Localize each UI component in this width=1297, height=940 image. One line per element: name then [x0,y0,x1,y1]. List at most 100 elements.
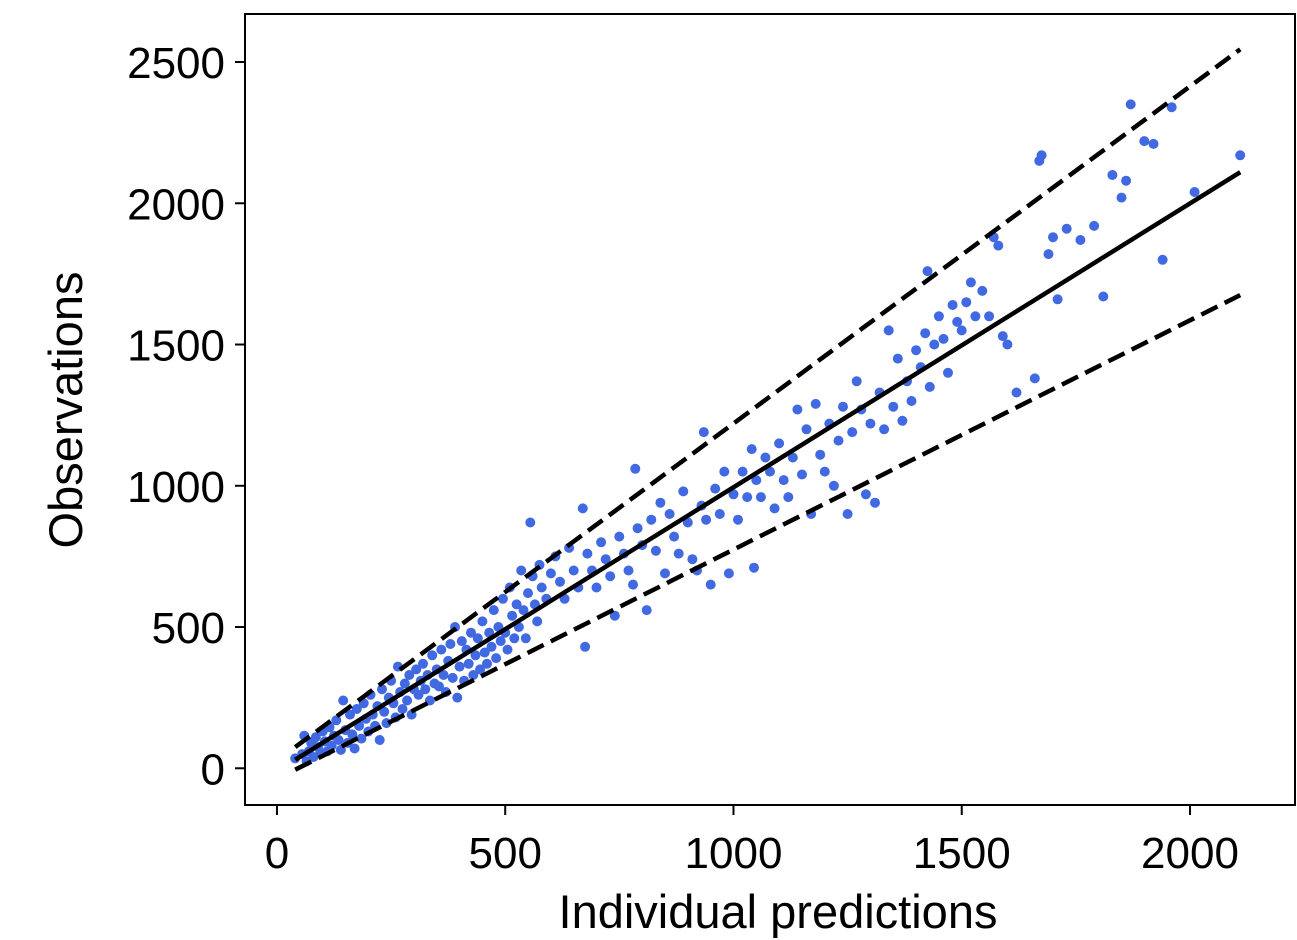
data-point-110 [555,576,565,587]
data-point-37 [379,706,390,717]
data-point-187 [888,401,899,412]
data-point-156 [749,562,759,573]
data-point-126 [623,565,634,576]
data-point-214 [1029,373,1040,384]
data-point-217 [1043,249,1054,260]
data-point-95 [511,599,522,610]
data-point-212 [1002,339,1013,350]
data-point-186 [883,325,894,336]
data-point-27 [356,733,367,744]
data-point-160 [765,466,775,477]
data-point-94 [509,633,520,644]
x-axis-label: Individual predictions [559,885,998,938]
data-point-179 [851,376,862,387]
data-point-74 [463,658,474,669]
data-point-191 [906,396,917,406]
data-point-219 [1052,294,1063,305]
data-point-100 [523,588,533,599]
data-point-206 [970,311,981,322]
data-point-178 [847,427,858,438]
data-point-228 [1139,136,1150,147]
data-point-166 [792,404,803,415]
data-point-63 [438,670,449,680]
data-point-171 [815,449,826,460]
data-point-148 [714,509,725,519]
data-point-135 [660,568,670,579]
y-tick-label-500: 500 [152,604,225,653]
data-point-138 [673,548,684,559]
data-point-62 [436,644,447,655]
data-point-196 [924,381,935,392]
data-point-54 [418,658,428,669]
data-point-134 [655,497,666,508]
data-point-137 [669,531,680,542]
data-point-14 [326,740,337,751]
data-point-183 [870,497,880,508]
data-point-82 [482,658,492,669]
data-point-211 [997,331,1008,342]
data-point-197 [929,339,940,350]
y-axis-label: Observations [39,272,92,549]
data-point-168 [801,424,812,435]
data-point-127 [628,579,638,590]
data-point-71 [456,636,467,647]
data-point-201 [947,300,958,310]
x-tick-label-1000: 1000 [685,829,783,878]
data-point-52 [413,689,424,700]
data-point-70 [454,661,465,672]
data-point-86 [491,653,502,664]
dashed-line-1 [293,47,1242,749]
data-point-218 [1048,232,1058,243]
data-point-35 [374,735,385,745]
data-point-157 [751,475,762,486]
data-point-145 [701,514,712,525]
data-point-167 [797,469,807,480]
plot-frame [244,13,1296,806]
data-point-132 [646,514,657,525]
data-point-170 [810,398,821,409]
data-point-97 [516,565,527,576]
data-point-144 [698,427,709,438]
data-point-69 [452,692,463,703]
data-point-226 [1121,175,1132,186]
data-point-147 [710,483,721,494]
data-point-122 [605,571,616,582]
data-point-233 [1235,150,1246,161]
data-point-221 [1075,235,1086,245]
data-point-61 [434,681,444,692]
data-point-220 [1061,223,1072,234]
data-point-207 [977,285,988,296]
data-point-46 [399,678,410,689]
data-point-192 [911,345,922,356]
data-point-181 [860,489,871,500]
data-point-48 [404,670,415,680]
data-point-79 [475,664,486,675]
dashed-line-2 [294,293,1242,772]
data-point-22 [345,709,355,720]
data-point-140 [682,517,693,528]
data-point-23 [347,729,358,740]
reference-lines [293,47,1242,772]
data-point-230 [1157,254,1168,265]
data-point-223 [1098,291,1109,302]
data-point-77 [470,650,481,661]
data-point-172 [819,466,830,477]
data-point-117 [582,548,593,559]
data-point-189 [897,415,908,426]
y-tick-label-2000: 2000 [127,180,225,229]
data-point-76 [468,670,479,680]
data-point-175 [833,435,844,446]
data-point-123 [609,610,620,621]
data-point-151 [728,489,739,500]
data-point-210 [993,240,1004,251]
data-point-24 [349,743,360,754]
data-point-45 [397,704,408,714]
data-point-113 [568,565,579,576]
data-point-124 [614,531,625,542]
data-point-194 [920,328,931,339]
data-point-133 [650,545,661,556]
data-point-153 [737,466,748,477]
data-point-159 [760,452,771,463]
y-tick-label-1000: 1000 [127,463,225,512]
